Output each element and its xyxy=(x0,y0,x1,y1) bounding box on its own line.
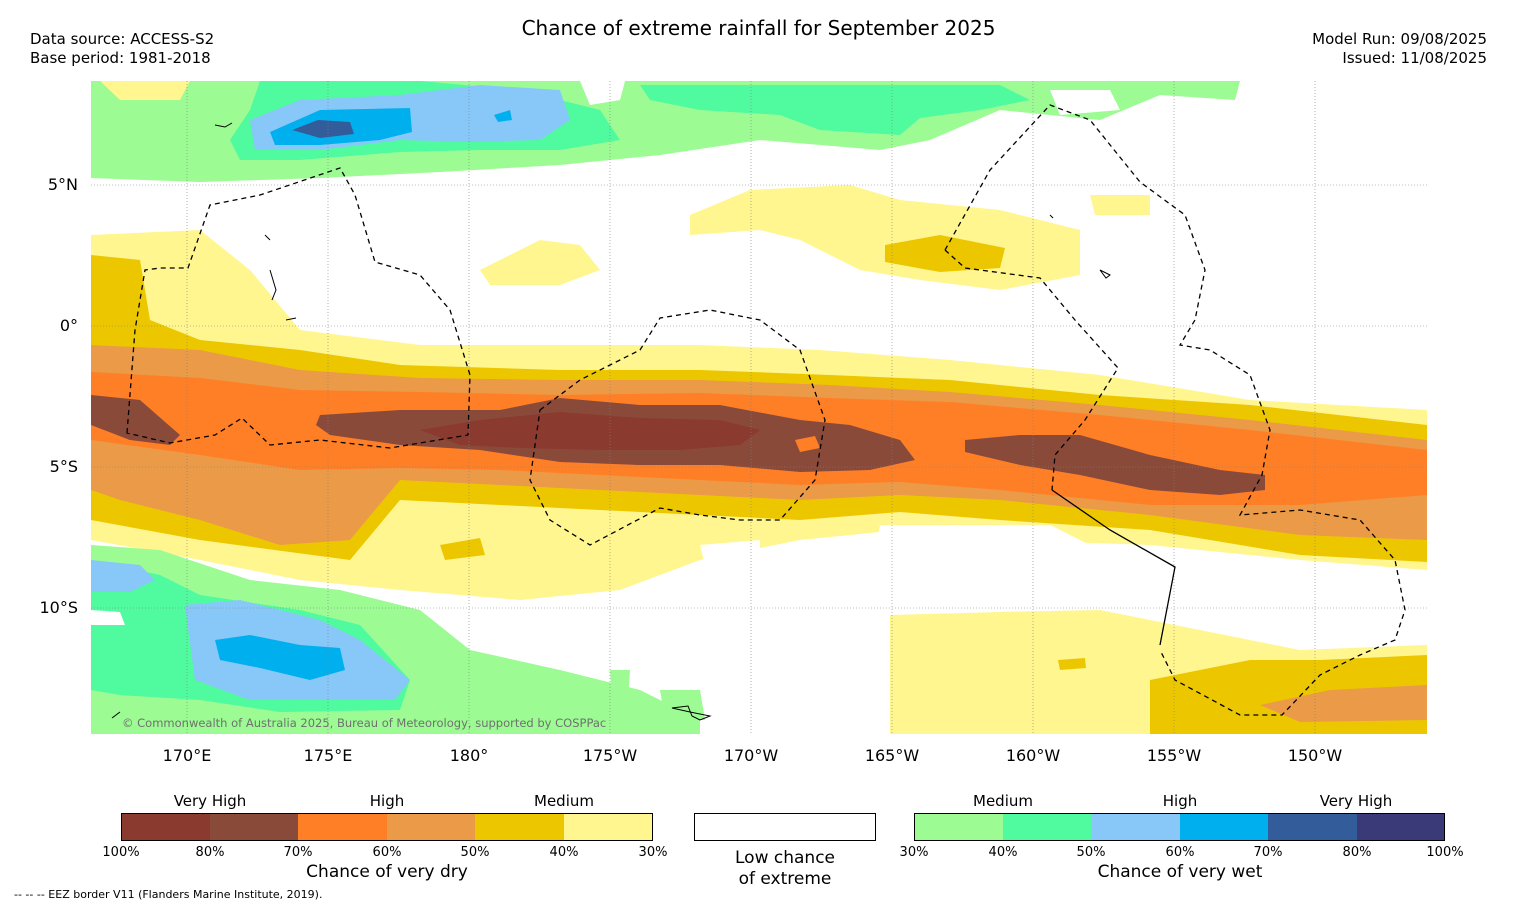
solid-border-segment xyxy=(1051,489,1176,646)
dry-swatch-100-80 xyxy=(121,813,210,841)
wet-swatch-40-50 xyxy=(1003,813,1091,841)
dry-spot-orange xyxy=(795,436,820,452)
wet-legend-title: Chance of very wet xyxy=(1097,862,1263,882)
wet-swatch-70-80 xyxy=(1268,813,1357,841)
white-gap-south-2 xyxy=(800,535,890,580)
dry-region-north-light2 xyxy=(480,240,600,285)
neutral-legend-label: Low chance of extreme xyxy=(685,848,885,890)
dry-swatch-70-60 xyxy=(298,813,387,841)
dry-legend-group-high: High xyxy=(369,792,405,810)
dry-tick: 70% xyxy=(283,845,313,860)
white-gap-north-3 xyxy=(1240,81,1427,170)
wet-swatch-50-60 xyxy=(1091,813,1180,841)
wet-tick: 40% xyxy=(988,845,1018,860)
wet-legend-bar xyxy=(914,813,1445,841)
dry-spot-top xyxy=(100,81,190,100)
dry-tick: 40% xyxy=(549,845,579,860)
wet-swatch-60-70 xyxy=(1180,813,1268,841)
dry-band-80-100-center xyxy=(420,412,760,450)
wet-spot-north xyxy=(494,110,512,122)
wet-region-north-med2 xyxy=(640,85,1030,135)
issued-date: Issued: 11/08/2025 xyxy=(1342,49,1487,67)
lon-label-160w: 160°W xyxy=(1005,746,1061,765)
wet-legend-group-very-high: Very High xyxy=(1319,792,1393,810)
dry-tick: 60% xyxy=(372,845,402,860)
white-gap-north-1 xyxy=(580,81,625,105)
lat-label-5n: 5°N xyxy=(47,175,78,194)
wet-tick: 30% xyxy=(899,845,929,860)
eez-border-kiribati-line xyxy=(944,104,1406,716)
dry-legend-title: Chance of very dry xyxy=(306,862,468,882)
wet-tick: 100% xyxy=(1426,845,1464,860)
white-gap-south-1 xyxy=(700,540,760,585)
copyright-notice: © Commonwealth of Australia 2025, Bureau… xyxy=(122,716,607,730)
dry-region-north-light3 xyxy=(1090,195,1150,215)
eez-border-kiribati-west xyxy=(126,167,471,449)
white-gap-north-2 xyxy=(1050,90,1120,115)
dry-tick: 80% xyxy=(195,845,225,860)
graticule xyxy=(91,81,1427,734)
lon-label-175w: 175°W xyxy=(582,746,638,765)
wet-swatch-30-40 xyxy=(914,813,1003,841)
eez-borders xyxy=(126,104,1406,716)
lon-label-165w: 165°W xyxy=(864,746,920,765)
base-period: Base period: 1981-2018 xyxy=(30,49,211,67)
page-title: Chance of extreme rainfall for September… xyxy=(521,16,996,40)
dry-swatch-50-40 xyxy=(475,813,564,841)
wet-swatch-80-100 xyxy=(1357,813,1445,841)
dry-legend-group-medium: Medium xyxy=(534,792,594,810)
eez-border-note: -- -- -- EEZ border V11 (Flanders Marine… xyxy=(14,888,323,901)
wet-region-north-extreme xyxy=(292,120,354,138)
wet-region-south-east xyxy=(610,670,630,700)
neutral-legend-box xyxy=(694,813,876,841)
neutral-legend-line1: Low chance xyxy=(735,848,835,868)
lon-label-155w: 155°W xyxy=(1146,746,1202,765)
data-source: Data source: ACCESS-S2 xyxy=(30,30,215,48)
dry-spot-south2 xyxy=(1058,658,1086,670)
dry-tick: 50% xyxy=(460,845,490,860)
dry-swatch-80-70 xyxy=(210,813,298,841)
eez-border-tokelau xyxy=(529,309,826,546)
lon-label-175e: 175°E xyxy=(303,746,353,765)
dry-spot-south xyxy=(440,538,485,560)
wet-tick: 70% xyxy=(1253,845,1283,860)
map-field xyxy=(91,81,1427,734)
wet-region-south-vhigh xyxy=(215,635,345,680)
wet-tick: 50% xyxy=(1076,845,1106,860)
neutral-legend-line2: of extreme xyxy=(738,869,832,889)
dry-swatch-40-30 xyxy=(564,813,653,841)
wet-tick: 60% xyxy=(1165,845,1195,860)
dry-swatch-60-50 xyxy=(387,813,475,841)
islands xyxy=(111,122,1111,721)
dry-tick: 100% xyxy=(102,845,140,860)
lat-label-5s: 5°S xyxy=(49,457,78,476)
eez-border-kiribati-line-2 xyxy=(944,249,1119,491)
lon-label-180: 180° xyxy=(449,746,489,765)
model-run-info: Model Run: 09/08/2025 Issued: 11/08/2025 xyxy=(1312,30,1487,68)
dry-tick: 30% xyxy=(638,845,668,860)
dry-legend-bar xyxy=(121,813,653,841)
lat-label-0: 0° xyxy=(59,316,78,335)
lat-label-10s: 10°S xyxy=(39,598,78,617)
dry-region-north-med xyxy=(885,235,1005,272)
lon-label-170w: 170°W xyxy=(723,746,779,765)
lon-label-170e: 170°E xyxy=(162,746,212,765)
wet-region-sw-high xyxy=(91,560,155,592)
dry-legend-group-very-high: Very High xyxy=(173,792,247,810)
wet-legend-group-medium: Medium xyxy=(973,792,1033,810)
dry-south-50-60 xyxy=(1260,685,1427,722)
data-source-info: Data source: ACCESS-S2 Base period: 1981… xyxy=(30,30,214,68)
wet-tick: 80% xyxy=(1342,845,1372,860)
white-gap-south-3 xyxy=(870,525,1427,650)
wet-legend-group-high: High xyxy=(1162,792,1198,810)
lon-label-150w: 150°W xyxy=(1287,746,1343,765)
wet-region-south-east2 xyxy=(660,690,705,720)
dry-band-70-80 xyxy=(91,395,180,445)
model-run: Model Run: 09/08/2025 xyxy=(1312,30,1487,48)
wet-white-sw xyxy=(91,610,125,625)
dry-band-70-80-east xyxy=(965,435,1265,495)
